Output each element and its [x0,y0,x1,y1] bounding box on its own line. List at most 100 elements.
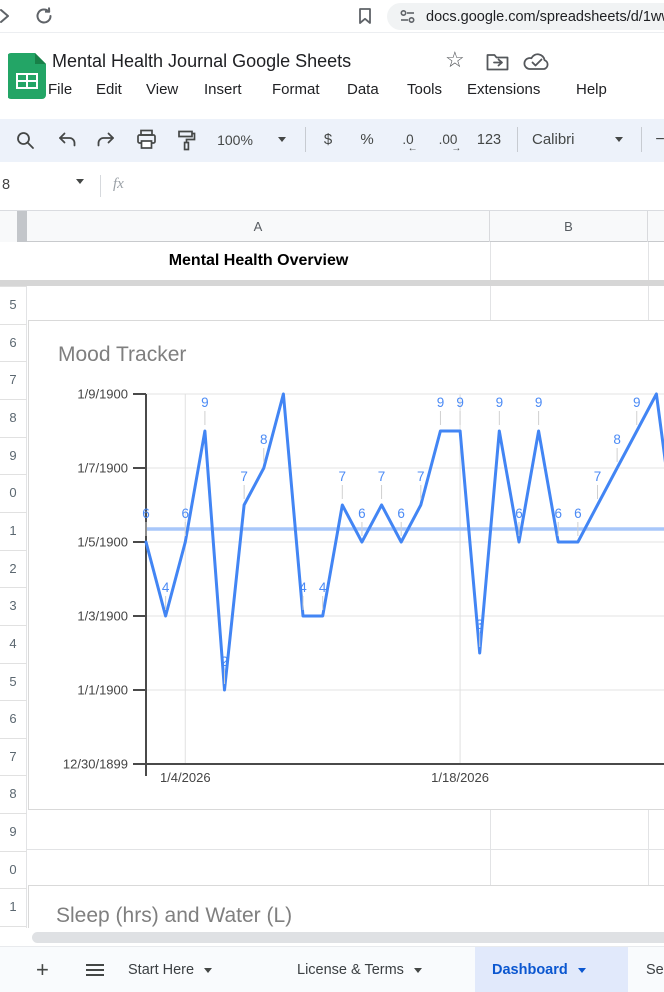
search-icon[interactable] [14,118,36,161]
scrollbar-thumb[interactable] [32,932,664,943]
row-headers[interactable]: 5 6 7 8 9 0 1 2 3 4 5 6 7 8 9 0 1 [0,286,27,930]
sheet-tab-label: Dashboard [492,962,568,978]
paint-format-icon[interactable] [174,118,198,161]
row-number[interactable]: 6 [9,711,17,727]
font-family-select[interactable]: Calibri [532,131,575,148]
row-separator [0,813,27,815]
sheets-header: Mental Health Journal Google Sheets ☆ Fi… [0,33,664,115]
zoom-select[interactable]: 100% [217,131,253,148]
svg-text:3: 3 [476,617,484,632]
column-headers: A B [0,210,664,242]
svg-text:2: 2 [221,654,229,669]
svg-text:6: 6 [574,506,582,521]
formula-bar: 8 fx [0,164,664,210]
row-number[interactable]: 9 [9,447,17,463]
svg-text:1/1/1900: 1/1/1900 [77,683,128,698]
menu-view[interactable]: View [146,81,179,98]
move-to-folder-icon[interactable] [486,52,510,72]
row-separator [0,700,27,702]
tab-caret-icon[interactable] [413,967,422,973]
mood-tracker-plot: 1/9/1900 1/7/1900 1/5/1900 1/3/1900 1/1/1900… [63,387,664,785]
sheet-tab-dashboard[interactable]: Dashboard [492,947,586,992]
svg-text:12/30/1899: 12/30/1899 [63,757,128,772]
svg-text:1/4/2026: 1/4/2026 [160,770,211,785]
row-separator [0,436,27,438]
name-box-caret-icon[interactable] [76,179,84,202]
star-icon[interactable]: ☆ [445,47,465,72]
svg-text:6: 6 [182,506,190,521]
increase-decimal-button[interactable]: .00 → [438,132,462,154]
row-separator [0,361,27,363]
row-separator [0,286,27,287]
document-title[interactable]: Mental Health Journal Google Sheets [52,51,352,71]
sheet-tab-license-terms[interactable]: License & Terms [297,947,422,992]
all-sheets-icon[interactable] [86,947,104,992]
browser-toolbar: docs.google.com/spreadsheets/d/1wwi [0,0,664,33]
forward-icon[interactable] [0,7,13,25]
undo-icon[interactable] [56,118,78,161]
row-number[interactable]: 1 [9,899,17,915]
row-number[interactable]: 6 [9,334,17,350]
menu-extensions[interactable]: Extensions [467,81,541,98]
format-currency-button[interactable]: $ [323,131,333,148]
svg-text:6: 6 [397,506,405,521]
spreadsheet-grid: A B Mental Health Overview 5 6 7 8 9 0 1 2 3 4 5 6 7… [0,210,664,945]
row-number[interactable]: 8 [9,786,17,802]
column-header-a[interactable]: A [27,211,490,242]
decrease-decimal-button[interactable]: .0 ← [402,132,418,154]
row-number[interactable]: 7 [9,372,17,388]
cloud-saved-icon[interactable] [522,51,552,73]
row-number[interactable]: 0 [9,861,17,877]
sheet-tab-start-here[interactable]: Start Here [128,947,213,992]
menu-tools[interactable]: Tools [407,81,443,98]
menu-edit[interactable]: Edit [96,81,122,98]
divider-row [0,280,664,286]
svg-text:6: 6 [358,506,366,521]
svg-text:7: 7 [378,469,386,484]
cell-overview-title[interactable]: Mental Health Overview [168,252,349,269]
svg-text:7: 7 [240,469,248,484]
menu-data[interactable]: Data [347,81,379,98]
tab-caret-icon[interactable] [204,967,213,973]
row-number[interactable]: 7 [9,748,17,764]
row-number[interactable]: 2 [9,560,17,576]
row-number[interactable]: 1 [9,522,17,538]
menu-help[interactable]: Help [576,81,607,98]
column-header-b[interactable]: B [490,211,648,242]
site-controls-icon[interactable] [399,8,416,25]
address-bar[interactable]: docs.google.com/spreadsheets/d/1wwi [387,3,664,30]
print-icon[interactable] [134,118,158,161]
menu-insert[interactable]: Insert [204,81,242,98]
bookmark-icon[interactable] [355,6,375,26]
svg-text:9: 9 [535,395,543,410]
number-format-button[interactable]: 123 [476,131,502,148]
column-header-c[interactable] [648,211,664,242]
decrease-font-size-button[interactable]: − [655,130,664,148]
url-text: docs.google.com/spreadsheets/d/1wwi [426,8,664,25]
svg-text:8: 8 [613,432,621,447]
row-number[interactable]: 5 [9,297,17,312]
fx-icon[interactable]: fx [113,176,124,192]
sheet-tab-se[interactable]: Se [646,947,664,992]
mood-tracker-chart[interactable]: Mood Tracker 1/9/1900 1/7/1900 1/5/1900 1/3… [28,320,664,810]
row-number[interactable]: 4 [9,635,17,651]
reload-icon[interactable] [34,6,54,26]
tab-caret-icon[interactable] [577,967,586,973]
row-number[interactable]: 9 [9,824,17,840]
row-number[interactable]: 0 [9,485,17,501]
zoom-caret-icon[interactable] [276,118,288,161]
name-box[interactable]: 8 [2,177,11,193]
svg-text:6: 6 [554,506,562,521]
menu-file[interactable]: File [48,81,73,98]
row-number[interactable]: 3 [9,598,17,614]
row-number[interactable]: 8 [9,409,17,425]
svg-text:7: 7 [594,469,602,484]
redo-icon[interactable] [95,118,117,161]
svg-text:1/18/2026: 1/18/2026 [431,770,489,785]
add-sheet-button[interactable]: + [36,957,49,982]
format-percent-button[interactable]: % [360,131,374,148]
font-caret-icon[interactable] [613,118,625,161]
svg-text:9: 9 [633,395,641,410]
row-number[interactable]: 5 [9,673,17,689]
menu-format[interactable]: Format [272,81,320,98]
